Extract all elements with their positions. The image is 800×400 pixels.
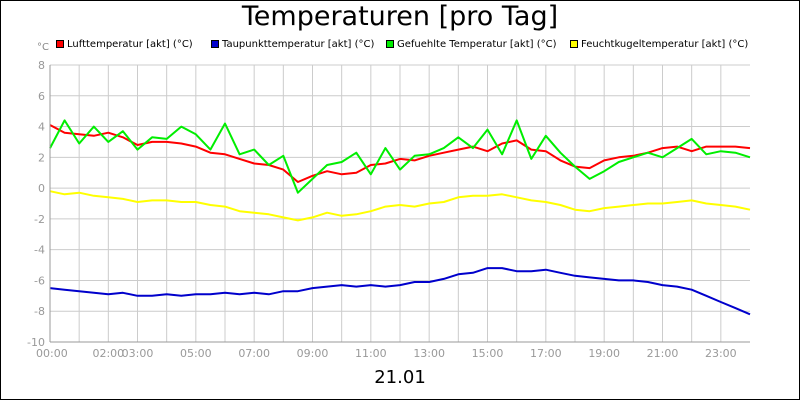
- x-tick-label: 03:00: [122, 347, 154, 360]
- legend: Lufttemperatur [akt] (°C) Taupunkttemper…: [56, 38, 796, 52]
- date-label: 21.01: [374, 367, 426, 388]
- x-tick-label: 00:00: [36, 347, 68, 360]
- x-tick-label: 09:00: [297, 347, 329, 360]
- y-tick-label: 2: [38, 151, 45, 164]
- legend-label: Feuchtkugeltemperatur [akt] (°C): [581, 39, 749, 50]
- legend-swatch-red: [56, 40, 64, 48]
- y-tick-label: -10: [27, 336, 45, 349]
- legend-label: Gefuehlte Temperatur [akt] (°C): [397, 39, 557, 50]
- x-tick-label: 19:00: [588, 347, 620, 360]
- series-line-1: [49, 267, 751, 316]
- legend-swatch-yellow: [570, 40, 578, 48]
- grid: [50, 64, 750, 343]
- y-axis-unit-label: °C: [37, 42, 49, 53]
- y-tick-label: 4: [38, 121, 45, 134]
- axes: [49, 65, 750, 343]
- series-line-2: [49, 119, 751, 194]
- x-tick-label: 21:00: [647, 347, 679, 360]
- x-tick-label: 17:00: [530, 347, 562, 360]
- x-tick-label: 05:00: [180, 347, 212, 360]
- legend-swatch-green: [386, 40, 394, 48]
- y-tick-label: 0: [38, 182, 45, 195]
- series-line-0: [49, 124, 751, 183]
- x-tick-label: 15:00: [472, 347, 504, 360]
- chart-title: Temperaturen [pro Tag]: [241, 1, 559, 32]
- legend-label: Taupunkttemperatur [akt] (°C): [222, 39, 375, 50]
- y-tick-label: 8: [38, 59, 45, 72]
- y-tick-label: -8: [34, 305, 45, 318]
- legend-label: Lufttemperatur [akt] (°C): [67, 39, 193, 50]
- x-tick-label: 23:00: [705, 347, 737, 360]
- y-tick-label: -4: [34, 244, 45, 257]
- y-tick-label: 6: [38, 90, 45, 103]
- x-tick-label: 11:00: [355, 347, 387, 360]
- series-line-3: [49, 190, 751, 222]
- y-tick-label: -6: [34, 274, 45, 287]
- series-layer: [49, 119, 751, 316]
- y-tick-label: -2: [34, 213, 45, 226]
- x-tick-label: 02:00: [92, 347, 124, 360]
- x-tick-label: 13:00: [413, 347, 445, 360]
- x-tick-label: 07:00: [238, 347, 270, 360]
- legend-swatch-blue: [211, 40, 219, 48]
